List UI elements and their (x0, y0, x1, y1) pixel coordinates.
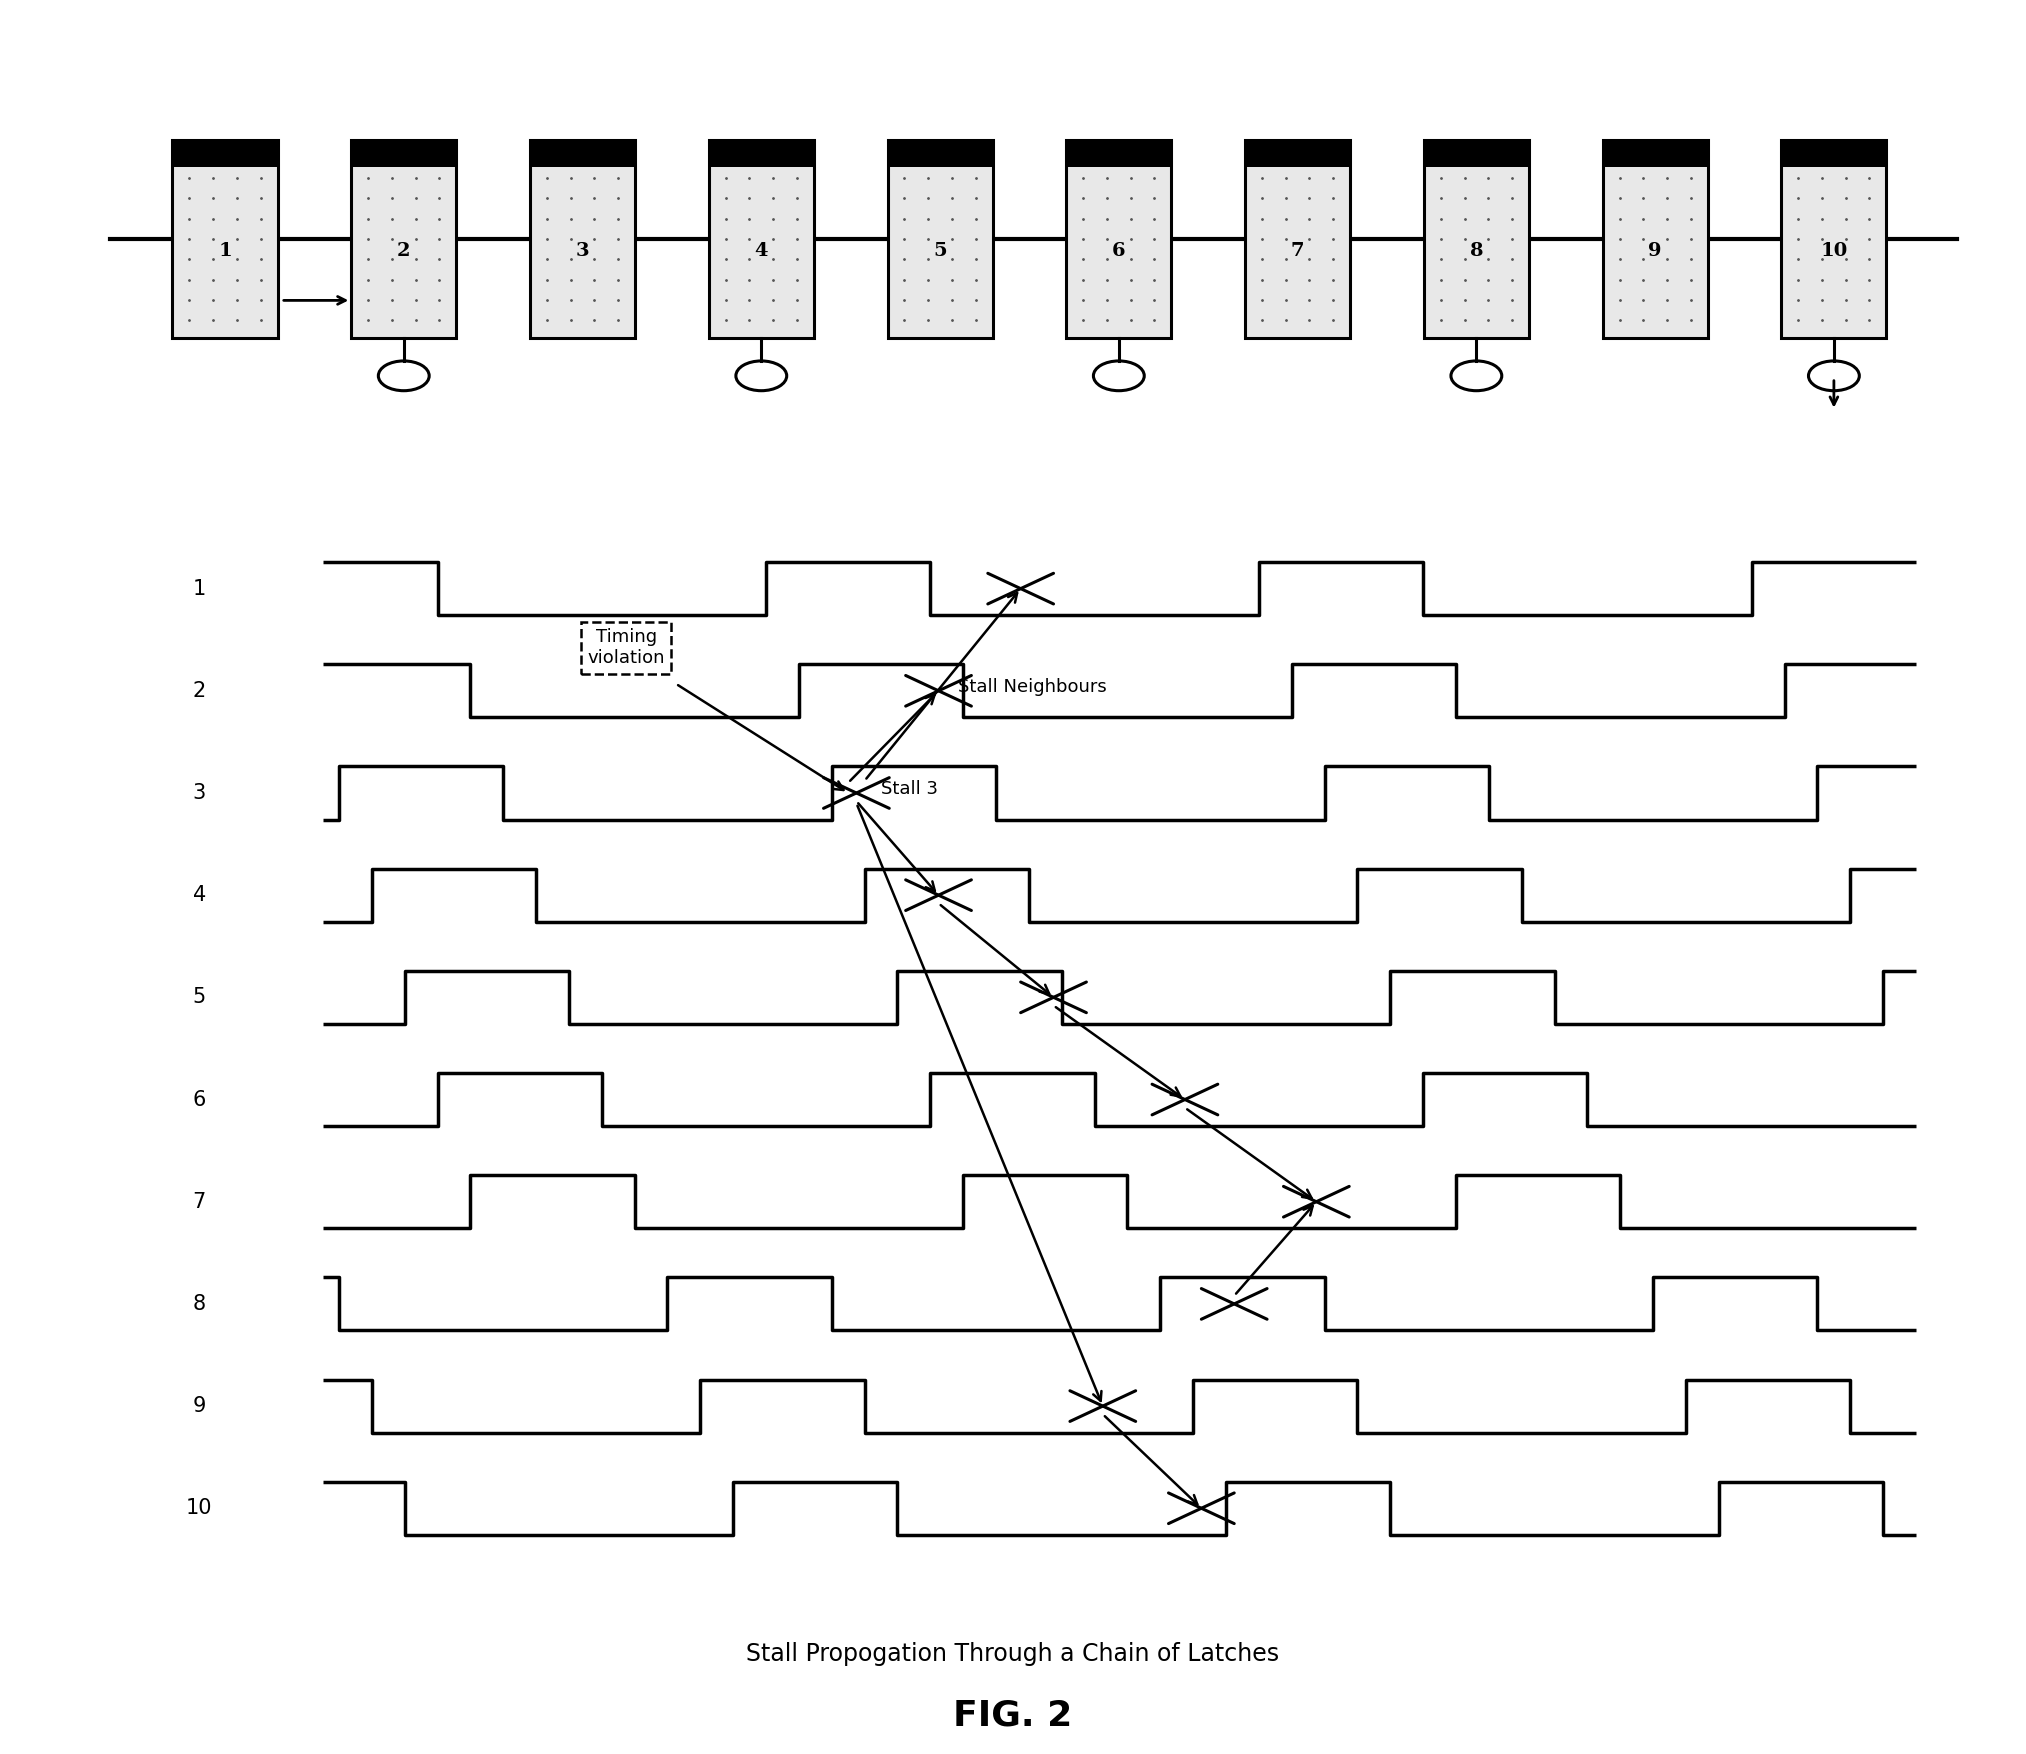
Bar (709, 140, 814, 167)
Bar (531, 140, 634, 167)
Bar (1781, 140, 1886, 167)
Text: 3: 3 (192, 782, 207, 803)
Text: 8: 8 (1469, 242, 1483, 260)
Text: 8: 8 (192, 1294, 207, 1314)
Text: Stall Propogation Through a Chain of Latches: Stall Propogation Through a Chain of Lat… (746, 1642, 1280, 1666)
Text: 10: 10 (186, 1498, 213, 1519)
Text: 1: 1 (192, 579, 207, 598)
Text: Timing
violation: Timing violation (588, 628, 665, 667)
Bar (1246, 140, 1349, 339)
Bar (1603, 140, 1708, 339)
Text: 1: 1 (219, 242, 231, 260)
Text: 5: 5 (192, 988, 207, 1007)
Bar (172, 140, 278, 167)
Bar (887, 140, 993, 339)
Text: 9: 9 (192, 1396, 207, 1415)
Bar (1066, 140, 1171, 167)
Text: 3: 3 (575, 242, 590, 260)
Bar (350, 140, 456, 167)
Bar (1066, 140, 1171, 339)
Text: Stall Neighbours: Stall Neighbours (958, 677, 1106, 696)
Bar (1781, 140, 1886, 339)
Bar (531, 140, 634, 339)
Text: 5: 5 (934, 242, 946, 260)
Text: 6: 6 (192, 1089, 207, 1110)
Text: 7: 7 (1291, 242, 1305, 260)
Bar (709, 140, 814, 339)
Bar (350, 140, 456, 339)
Bar (1424, 140, 1530, 167)
Text: Stall 3: Stall 3 (881, 781, 938, 798)
Bar (1246, 140, 1349, 167)
Text: 10: 10 (1819, 242, 1848, 260)
Text: 2: 2 (192, 681, 207, 702)
Text: 4: 4 (192, 886, 207, 905)
Bar (887, 140, 993, 167)
Text: 7: 7 (192, 1191, 207, 1212)
Text: FIG. 2: FIG. 2 (954, 1698, 1072, 1733)
Text: 6: 6 (1112, 242, 1126, 260)
Text: 4: 4 (754, 242, 768, 260)
Bar (172, 140, 278, 339)
Bar (1603, 140, 1708, 167)
Text: 9: 9 (1649, 242, 1661, 260)
Text: 2: 2 (397, 242, 411, 260)
Bar (1424, 140, 1530, 339)
